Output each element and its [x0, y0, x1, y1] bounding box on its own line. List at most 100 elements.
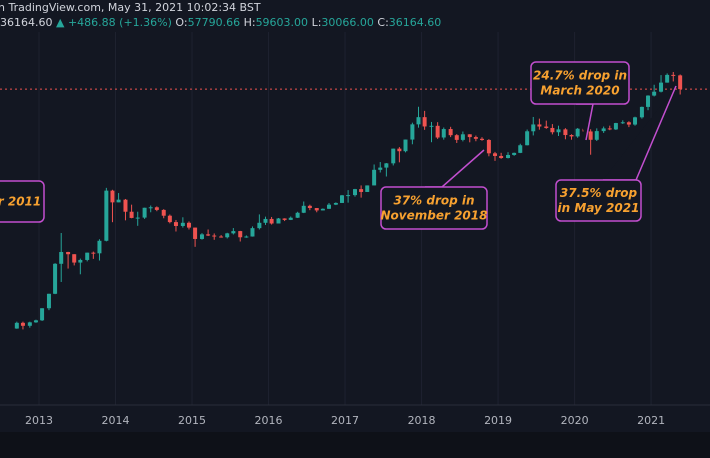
candle-body — [135, 217, 140, 219]
candle-body — [594, 131, 599, 140]
candle-body — [212, 235, 217, 237]
candle-body — [91, 252, 96, 254]
candle-body — [257, 222, 262, 229]
candle-body — [506, 154, 511, 159]
ohlc: O:57790.66 H:59603.00 L:30066.00 C:36164… — [175, 16, 441, 29]
candle-body — [250, 228, 255, 237]
candle-body — [435, 125, 440, 138]
candle-body — [129, 211, 134, 218]
candle-body — [85, 252, 90, 260]
x-tick-label: 2016 — [255, 414, 283, 427]
candle-body — [33, 320, 38, 323]
candle-body — [301, 205, 306, 213]
candle-body — [365, 185, 370, 192]
candle-body — [72, 254, 77, 263]
candle-body — [320, 208, 325, 211]
x-tick-label: 2018 — [408, 414, 436, 427]
candle-body — [27, 322, 32, 326]
candle-body — [353, 189, 357, 196]
candle-body — [550, 127, 555, 133]
candle-body — [53, 263, 58, 294]
candle-body — [525, 131, 530, 146]
candle-body — [626, 122, 631, 125]
header: n TradingView.com, May 31, 2021 10:02:34… — [0, 0, 710, 32]
candle-body — [295, 212, 300, 218]
candle-body — [441, 129, 446, 138]
candle-body — [646, 95, 651, 107]
candle-body — [473, 137, 478, 139]
candle-body — [40, 308, 45, 321]
candle-body — [563, 129, 568, 136]
candle-body — [575, 128, 580, 137]
candle-body — [219, 236, 224, 238]
candle-body — [671, 74, 676, 76]
candle-body — [397, 148, 402, 152]
candle-body — [46, 293, 51, 309]
candle-body — [410, 124, 415, 140]
candle-body — [531, 124, 536, 132]
candle-body — [556, 129, 561, 133]
candle-body — [206, 234, 211, 236]
x-tick-label: 2015 — [178, 414, 206, 427]
candle-body — [607, 128, 612, 130]
candle-body — [499, 155, 504, 159]
candle-body — [148, 207, 153, 209]
candle-body — [359, 189, 364, 192]
ohlc-value: 57790.66 — [187, 16, 241, 29]
candle-body — [460, 134, 465, 140]
candle-body — [199, 234, 204, 239]
candle-body — [544, 126, 549, 128]
candle-body — [384, 163, 389, 168]
candle-body — [512, 152, 517, 155]
candle-body — [307, 205, 312, 209]
quote-row: 36164.60 ▲ +486.88 (+1.36%) O:57790.66 H… — [0, 16, 441, 29]
ohlc-label: L: — [311, 16, 322, 29]
candle-body — [123, 199, 128, 212]
candle-body — [333, 202, 338, 205]
candle-body — [326, 204, 331, 209]
candle-body — [378, 167, 383, 170]
x-tick-label: 2014 — [102, 414, 130, 427]
ohlc-value: 36164.60 — [388, 16, 442, 29]
candle-body — [391, 148, 396, 164]
candle-body — [652, 91, 657, 96]
candle-body — [244, 236, 249, 238]
callout-text: March 2020 — [540, 84, 619, 98]
candle-body — [339, 195, 344, 203]
candle-body — [104, 190, 109, 241]
candle-body — [518, 145, 523, 153]
ohlc-label: O: — [175, 16, 188, 29]
candle-body — [493, 153, 498, 156]
candle-body — [659, 82, 664, 92]
ohlc-value: 59603.00 — [255, 16, 309, 29]
callout-text: 24.7% drop in — [533, 69, 627, 83]
candle-body — [613, 123, 618, 130]
candle-body — [448, 129, 453, 136]
candle-body — [14, 322, 19, 329]
candle-body — [665, 74, 670, 83]
candle-body — [314, 208, 319, 211]
ohlc-label: H: — [243, 16, 256, 29]
candle-body — [180, 222, 185, 226]
callout-text: 37% drop in — [393, 194, 474, 208]
x-tick-label: 2017 — [331, 414, 359, 427]
ohlc-value: 30066.00 — [321, 16, 374, 29]
candle-body — [161, 209, 166, 216]
candle-body — [167, 215, 172, 223]
candle-body — [416, 117, 421, 125]
callout-text: in May 2021 — [558, 201, 640, 215]
candle-body — [620, 122, 625, 124]
candle-body — [282, 218, 287, 220]
x-tick-label: 2021 — [637, 414, 665, 427]
ohlc-label: C: — [377, 16, 389, 29]
price-change: ▲ +486.88 (+1.36%) — [56, 16, 172, 29]
callout-text: 37.5% drop — [560, 186, 638, 200]
candle-body — [486, 139, 491, 154]
candle-body — [346, 195, 351, 197]
bottom-shade — [0, 432, 710, 458]
callout-text: November 2018 — [381, 209, 488, 223]
candle-body — [193, 227, 198, 239]
callout-box — [380, 186, 488, 230]
